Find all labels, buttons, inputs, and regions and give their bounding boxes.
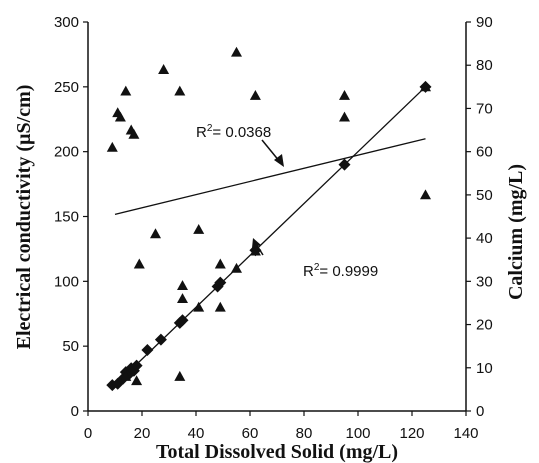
calcium-data-point [231, 262, 242, 273]
y-right-tick-label: 80 [476, 57, 493, 74]
x-tick-label: 140 [453, 425, 478, 442]
ec-data-point [176, 314, 189, 327]
y-left-tick-label: 250 [54, 79, 79, 96]
calcium-data-point [128, 128, 140, 139]
calcium-data-point [339, 89, 350, 100]
calcium-data-point [420, 189, 431, 200]
x-tick-label: 100 [345, 425, 370, 442]
arrow-calcium-trend [261, 139, 284, 167]
y-left-tick-label: 300 [54, 14, 79, 31]
ec-data-point [214, 276, 227, 289]
y-right-tick-label: 0 [476, 403, 484, 420]
calcium-data-point [249, 89, 261, 100]
calcium-data-point [150, 228, 161, 239]
ec-data-point [154, 333, 167, 346]
y-right-tick-label: 60 [476, 144, 493, 161]
calcium-data-point [114, 111, 126, 122]
marker-group [106, 46, 432, 392]
y-right-tick-label: 70 [476, 100, 493, 117]
y-right-tick-group: 0 10 20 30 40 50 60 70 80 90 [466, 14, 493, 420]
y-left-tick-label: 200 [54, 144, 79, 161]
ec-data-point [338, 158, 351, 171]
y-left-tick-label: 0 [71, 403, 79, 420]
x-axis-title: Total Dissolved Solid (mg/L) [156, 441, 398, 463]
x-tick-label: 0 [84, 425, 92, 442]
x-tick-group: 0 20 40 60 80 100 120 140 [84, 411, 479, 442]
y-left-tick-label: 150 [54, 209, 79, 226]
arrow-ec-trend [252, 238, 264, 256]
r2-label-calcium: R2= 0.0368 [196, 123, 271, 141]
calcium-data-point [231, 46, 242, 57]
r2-label-ec: R2= 0.9999 [303, 262, 378, 280]
y-left-tick-group: 0 50 100 150 200 250 300 [54, 14, 88, 420]
calcium-data-point [133, 258, 145, 269]
calcium-data-point [106, 141, 118, 152]
x-tick-label: 80 [296, 425, 313, 442]
y-left-tick-label: 100 [54, 273, 79, 290]
calcium-data-point [131, 375, 143, 386]
y-right-tick-label: 50 [476, 187, 493, 204]
calcium-data-point [174, 85, 186, 96]
x-tick-label: 20 [134, 425, 151, 442]
y-right-tick-label: 40 [476, 230, 493, 247]
y-axis-title-left: Electrical conductivity (µS/cm) [13, 85, 35, 350]
x-tick-label: 40 [188, 425, 205, 442]
trendline-calcium [114, 138, 426, 215]
y-right-tick-label: 30 [476, 273, 493, 290]
calcium-data-point [193, 223, 205, 234]
calcium-data-point [174, 370, 186, 381]
calcium-data-point [339, 111, 350, 122]
x-tick-label: 120 [399, 425, 424, 442]
calcium-data-point [177, 280, 188, 291]
calcium-data-point [120, 370, 132, 381]
calcium-data-point [214, 258, 226, 269]
trendline-group [114, 86, 426, 386]
y-left-tick-label: 50 [62, 338, 79, 355]
ec-data-point [130, 359, 143, 372]
trendline-ec [114, 86, 426, 386]
x-tick-label: 60 [242, 425, 259, 442]
y-right-tick-label: 90 [476, 14, 493, 31]
calcium-data-point [120, 85, 132, 96]
ec-data-point [141, 344, 154, 357]
calcium-data-point [214, 301, 226, 312]
calcium-data-point [249, 245, 261, 256]
calcium-data-point [193, 301, 205, 312]
y-axis-title-right: Calcium (mg/L) [505, 164, 527, 300]
calcium-data-point [158, 64, 170, 74]
calcium-data-point [177, 293, 188, 304]
y-right-tick-label: 20 [476, 317, 493, 334]
calcium-data-point [420, 81, 431, 92]
y-right-tick-label: 10 [476, 360, 493, 377]
